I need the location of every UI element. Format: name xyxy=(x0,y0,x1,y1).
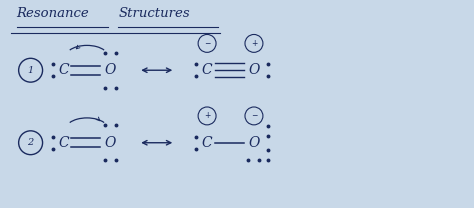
Text: C: C xyxy=(58,63,69,77)
Text: C: C xyxy=(202,136,212,150)
Text: C: C xyxy=(202,63,212,77)
Text: O: O xyxy=(105,136,116,150)
Text: −: − xyxy=(204,39,210,48)
Text: Structures: Structures xyxy=(118,7,190,20)
Text: 2: 2 xyxy=(27,138,34,147)
Text: +: + xyxy=(251,39,257,48)
Text: +: + xyxy=(204,111,210,120)
Text: O: O xyxy=(248,63,260,77)
Text: C: C xyxy=(58,136,69,150)
Text: −: − xyxy=(251,111,257,120)
Text: O: O xyxy=(248,136,260,150)
Text: O: O xyxy=(105,63,116,77)
Text: 1: 1 xyxy=(27,66,34,75)
Text: Resonance: Resonance xyxy=(17,7,90,20)
